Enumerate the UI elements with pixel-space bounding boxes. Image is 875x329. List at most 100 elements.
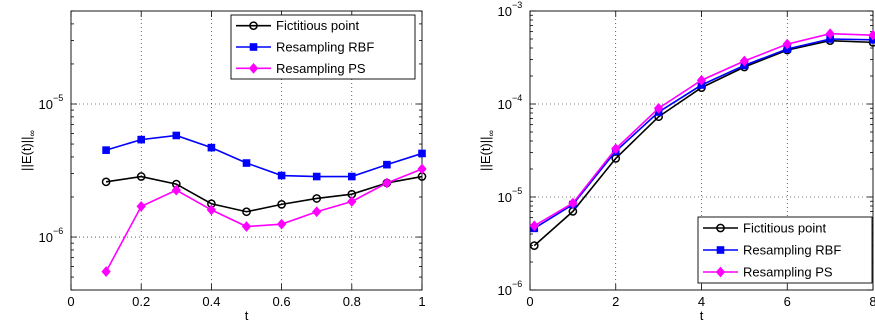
x-tick-label: 0.8 [343, 294, 361, 309]
y-axis-label-subscript: ∞ [27, 130, 37, 136]
data-point [277, 171, 286, 180]
x-tick-label: 0 [526, 294, 533, 309]
x-tick-label: 6 [784, 294, 791, 309]
y-tick-base: 10 [39, 230, 53, 245]
legend-label: Resampling PS [743, 265, 833, 280]
data-point [249, 43, 258, 51]
legend-label: Fictitious point [743, 221, 826, 236]
x-tick-label: 0.6 [273, 294, 291, 309]
data-point [312, 172, 321, 181]
data-point [715, 266, 726, 278]
x-tick-label: 0.2 [132, 294, 150, 309]
data-point [137, 135, 145, 144]
legend: Fictitious point Resampling RBF Resampling… [697, 216, 873, 284]
y-tick-label: 10 −4 [498, 93, 523, 112]
data-point [136, 172, 146, 181]
data-point [418, 149, 426, 158]
legend-label: Resampling RBF [743, 243, 841, 258]
legend-label: Resampling RBF [276, 40, 374, 55]
series-line [105, 175, 423, 213]
x-tick-label: 2 [612, 294, 619, 309]
y-tick-base: 10 [39, 97, 53, 112]
legend-entry: Resampling RBF [703, 243, 841, 258]
data-point [868, 29, 875, 41]
y-tick-base: 10 [498, 283, 512, 298]
y-tick-label: 10 −6 [498, 279, 523, 298]
x-axis-label: t [700, 308, 704, 323]
data-point [348, 172, 356, 181]
data-point [242, 207, 251, 217]
x-tick-label: 0 [67, 294, 74, 309]
data-point [716, 223, 725, 233]
data-point [568, 197, 578, 209]
legend-entry: Fictitious point [236, 18, 359, 33]
data-point [248, 62, 259, 74]
data-point [102, 146, 110, 154]
y-tick-exponent: −6 [512, 279, 522, 289]
data-point [417, 163, 427, 175]
legend-label: Resampling PS [276, 61, 366, 76]
legend-entry: Resampling PS [703, 265, 833, 280]
y-tick-exponent: −5 [53, 93, 63, 103]
y-tick-label: 10 −5 [39, 93, 64, 112]
chart-2: 0 2 4 6 810−610−510−410 −3t||E(t)||∞Fictitiou… [478, 0, 875, 323]
data-point [825, 28, 835, 40]
data-point [312, 194, 322, 203]
data-point [653, 102, 664, 114]
x-axis-label: t [245, 308, 249, 323]
y-axis-label: ||E(t)||∞ [19, 130, 37, 171]
data-point [529, 241, 539, 250]
data-point [383, 160, 391, 169]
data-point [347, 196, 357, 207]
y-axis-label-main: ||E(t)|| [19, 136, 34, 170]
series-line [105, 168, 423, 272]
y-tick-label: 10 −5 [498, 186, 523, 205]
legend-entry: Resampling PS [236, 61, 366, 76]
data-point [529, 220, 539, 232]
data-point [696, 74, 707, 86]
data-point [136, 201, 146, 212]
axes-frame [529, 10, 874, 291]
legend-entry: Fictitious point [703, 221, 826, 236]
y-axis-label-main: ||E(t)|| [478, 136, 493, 170]
legend: Fictitious point Resampling RBF Resampling… [230, 14, 416, 80]
data-point [312, 206, 322, 218]
data-point [611, 143, 621, 155]
y-tick-base: 10 [498, 4, 512, 19]
y-tick-label: 10 −3 [498, 0, 523, 19]
data-point [382, 177, 392, 189]
data-point [739, 55, 750, 67]
y-tick-exponent: −5 [512, 186, 522, 196]
data-point [206, 204, 217, 216]
legend-label: Fictitious point [276, 18, 359, 33]
y-tick-base: 10 [498, 190, 512, 205]
data-point [782, 38, 792, 50]
chart-1: 0 0.2 0.4 0.6 0.8 110 −610 −5t||E(t)||∞Fictitio… [19, 10, 427, 323]
data-point [241, 221, 252, 232]
x-tick-label: 8 [869, 294, 875, 309]
legend-entry: Resampling RBF [236, 40, 374, 55]
data-point [101, 177, 111, 187]
y-axis-label: ||E(t)||∞ [478, 130, 496, 171]
data-point [101, 266, 111, 277]
y-tick-base: 10 [498, 97, 512, 112]
y-tick-label: 10 −6 [39, 226, 64, 245]
data-point [276, 218, 287, 230]
series-diamond [101, 163, 427, 277]
y-tick-exponent: −3 [512, 0, 522, 10]
data-point [249, 21, 258, 31]
series-diamond [529, 28, 875, 232]
data-point [242, 159, 251, 167]
x-tick-label: 4 [698, 294, 705, 309]
data-point [207, 143, 216, 152]
y-tick-exponent: −4 [512, 93, 522, 103]
series-square [102, 131, 426, 181]
data-point [171, 184, 181, 196]
x-tick-label: 0.4 [202, 294, 220, 309]
y-tick-exponent: −6 [53, 226, 63, 236]
data-point [172, 131, 181, 140]
data-point [716, 246, 725, 254]
x-tick-label: 1 [418, 294, 425, 309]
y-axis-label-subscript: ∞ [486, 130, 496, 136]
